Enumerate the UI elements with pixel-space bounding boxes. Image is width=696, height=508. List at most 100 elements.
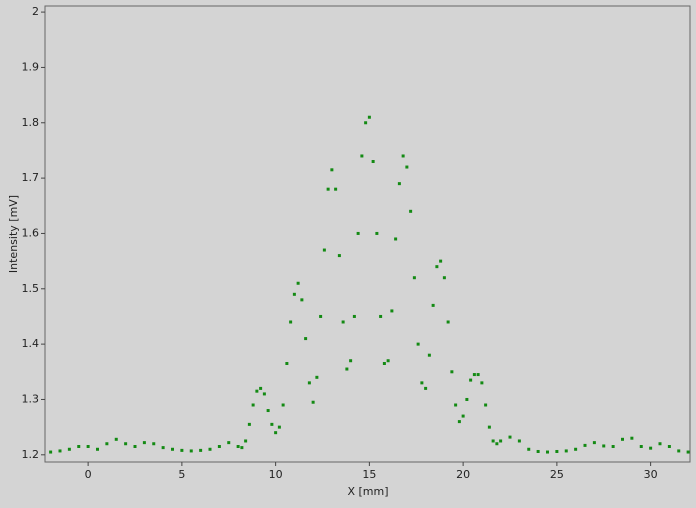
data-point xyxy=(345,367,349,371)
y-tick-label: 1.7 xyxy=(22,171,40,184)
data-point xyxy=(602,444,606,448)
data-point xyxy=(326,187,330,191)
data-point xyxy=(247,422,251,426)
data-point xyxy=(334,187,338,191)
data-point xyxy=(457,420,461,424)
data-point xyxy=(469,378,473,382)
data-point xyxy=(105,442,109,446)
data-point xyxy=(583,443,587,447)
data-point xyxy=(476,373,480,377)
data-point xyxy=(555,449,559,453)
data-point xyxy=(277,425,281,429)
data-point xyxy=(371,160,375,164)
data-point xyxy=(364,121,368,125)
y-tick-label: 1.2 xyxy=(22,448,40,461)
data-point xyxy=(461,414,465,418)
data-point xyxy=(208,447,212,451)
x-tick-label: 20 xyxy=(456,468,470,481)
data-point xyxy=(508,435,512,439)
x-tick-label: 15 xyxy=(362,468,376,481)
data-point xyxy=(658,442,662,446)
data-point xyxy=(397,182,401,186)
data-point xyxy=(401,154,405,158)
data-point xyxy=(180,448,184,452)
data-point xyxy=(517,439,521,443)
data-point xyxy=(307,381,311,385)
data-point xyxy=(367,115,371,119)
data-point xyxy=(472,373,476,377)
data-point xyxy=(379,314,383,318)
data-point xyxy=(386,359,390,363)
data-point xyxy=(270,422,274,426)
data-point xyxy=(124,442,128,446)
data-point xyxy=(236,445,240,449)
data-point xyxy=(611,445,615,449)
data-point xyxy=(394,237,398,241)
data-point xyxy=(86,445,90,449)
data-point xyxy=(450,370,454,374)
data-point xyxy=(304,337,308,341)
data-point xyxy=(142,441,146,445)
data-point xyxy=(465,397,469,401)
data-point xyxy=(114,437,118,441)
data-point xyxy=(427,353,431,357)
data-point xyxy=(356,231,360,235)
data-point xyxy=(240,446,244,450)
data-point xyxy=(319,314,323,318)
data-point xyxy=(546,450,549,454)
y-tick-label: 2 xyxy=(32,5,39,18)
data-point xyxy=(491,439,495,443)
x-tick-label: 5 xyxy=(178,468,185,481)
data-point xyxy=(330,168,334,172)
data-point xyxy=(292,292,296,296)
data-point xyxy=(484,403,488,407)
data-point xyxy=(375,231,379,235)
data-point xyxy=(435,265,439,269)
y-tick-label: 1.8 xyxy=(22,116,40,129)
data-point xyxy=(649,446,653,450)
data-point xyxy=(574,447,578,451)
data-point xyxy=(289,320,293,324)
data-point xyxy=(296,281,300,285)
data-point xyxy=(536,449,540,453)
data-point xyxy=(281,403,285,407)
data-point xyxy=(621,437,624,441)
data-point xyxy=(686,450,690,454)
data-point xyxy=(405,165,409,169)
data-point xyxy=(322,248,326,252)
plot-frame xyxy=(44,5,691,463)
data-point xyxy=(412,276,416,280)
data-point xyxy=(442,276,446,280)
data-point xyxy=(285,361,289,365)
data-point xyxy=(564,449,568,453)
data-point xyxy=(152,442,156,446)
data-point xyxy=(499,439,503,443)
data-point xyxy=(227,441,231,445)
y-tick-label: 1.9 xyxy=(22,60,40,73)
data-point xyxy=(487,425,491,429)
data-point xyxy=(454,403,458,407)
data-point xyxy=(446,320,450,324)
data-point xyxy=(189,449,193,453)
x-axis-label: X [mm] xyxy=(347,485,388,498)
data-point xyxy=(274,431,278,435)
data-point xyxy=(639,445,643,449)
data-point xyxy=(431,303,435,307)
data-point xyxy=(420,381,424,385)
data-point xyxy=(171,447,174,451)
data-point xyxy=(480,381,484,385)
data-point xyxy=(300,298,304,302)
y-tick-label: 1.6 xyxy=(22,226,40,239)
data-point xyxy=(409,209,413,213)
data-point xyxy=(49,450,53,454)
data-point xyxy=(96,447,99,451)
data-point xyxy=(667,445,671,449)
data-point xyxy=(266,409,270,413)
y-axis-label: Intensity [mV] xyxy=(7,195,20,273)
data-point xyxy=(67,447,71,451)
data-point xyxy=(382,361,386,365)
x-tick-label: 25 xyxy=(550,468,564,481)
data-point xyxy=(259,386,263,390)
data-point xyxy=(630,436,634,440)
